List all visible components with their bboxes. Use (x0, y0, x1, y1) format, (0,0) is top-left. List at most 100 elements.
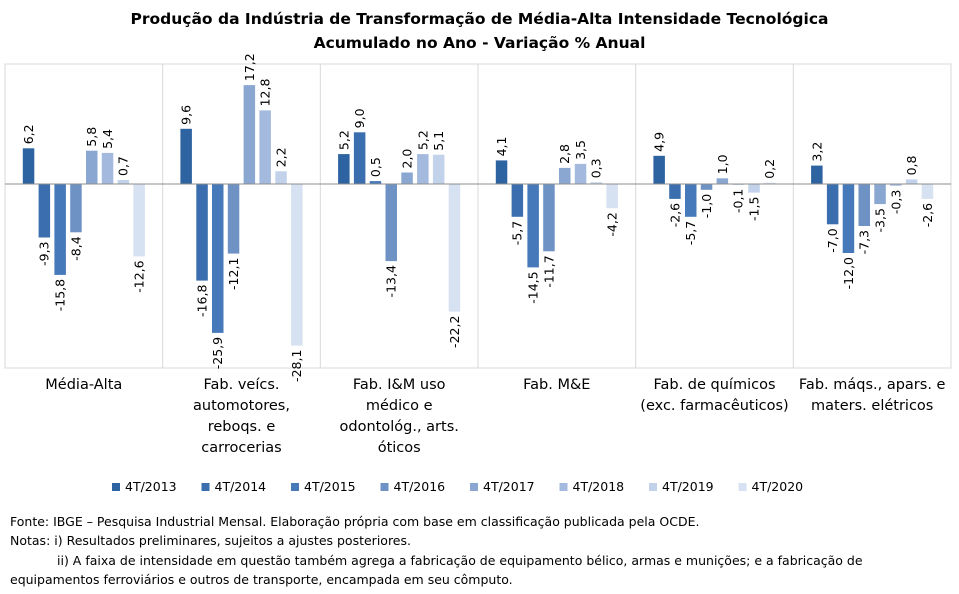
data-label: -28,1 (289, 350, 304, 382)
data-label: 5,8 (84, 127, 99, 147)
category-label: odontológ., arts. (340, 419, 459, 435)
data-label: -9,3 (37, 242, 52, 266)
bar (574, 163, 587, 184)
data-label: -5,7 (683, 221, 698, 245)
bar (22, 148, 35, 184)
bar (748, 184, 760, 193)
data-label: -25,9 (210, 337, 225, 369)
data-label: -0,1 (731, 189, 746, 213)
data-label: 5,2 (415, 130, 430, 150)
data-label: 3,5 (573, 140, 588, 160)
legend-label: 4T/2017 (483, 479, 535, 494)
legend-swatch (291, 483, 299, 491)
data-label: -11,7 (541, 255, 556, 287)
bar (685, 184, 697, 217)
category-label: médico e (366, 398, 433, 414)
note-2: ii) A faixa de intensidade em questão ta… (57, 553, 863, 568)
bar (890, 184, 902, 186)
bar (811, 165, 823, 184)
bar (716, 178, 729, 185)
bar (653, 155, 665, 184)
data-label: -12,6 (131, 260, 146, 292)
data-label: -3,5 (872, 208, 887, 232)
bar (417, 154, 429, 184)
bar (38, 184, 51, 238)
category-label: Fab. máqs., apars. e (799, 377, 946, 393)
data-label: 3,2 (809, 142, 824, 162)
source-note: Fonte: IBGE – Pesquisa Industrial Mensal… (10, 514, 700, 529)
bar (826, 184, 839, 225)
data-label: -13,4 (384, 265, 399, 297)
legend-label: 4T/2013 (125, 479, 177, 494)
note-3: equipamentos ferroviários e outros de tr… (10, 572, 513, 587)
category-label: maters. elétricos (811, 398, 933, 414)
data-label: -8,4 (68, 236, 83, 260)
bar (133, 184, 145, 257)
bar (86, 150, 98, 184)
data-label: 0,3 (589, 158, 604, 178)
category-label: óticos (378, 440, 421, 456)
data-label: 2,0 (399, 149, 414, 169)
bar (291, 184, 303, 346)
category-label: automotores, (193, 398, 290, 414)
data-label: 5,1 (431, 131, 446, 151)
data-label: 0,2 (762, 159, 777, 179)
bar (338, 154, 350, 184)
legend-label: 4T/2020 (752, 479, 804, 494)
data-label: 0,5 (368, 157, 383, 177)
category-label: Média-Alta (45, 377, 122, 393)
bar (227, 184, 240, 254)
data-label: 17,2 (242, 53, 257, 81)
bar (543, 184, 555, 252)
data-label: -16,8 (194, 285, 209, 317)
data-label: 4,1 (494, 137, 509, 157)
data-label: -22,2 (447, 316, 462, 348)
bar (275, 171, 287, 184)
category-label: (exc. farmacêuticos) (640, 398, 788, 414)
legend-label: 4T/2014 (215, 479, 267, 494)
bar (353, 132, 366, 185)
data-label: 5,2 (336, 130, 351, 150)
bar (54, 184, 66, 275)
category-label: Fab. M&E (523, 377, 590, 393)
bar (70, 184, 82, 233)
data-label: -7,3 (857, 230, 872, 254)
data-label: 2,2 (273, 147, 288, 167)
data-label: -15,8 (52, 279, 67, 311)
bar (243, 85, 256, 184)
bar (212, 184, 224, 333)
bar (385, 184, 397, 262)
category-label: Fab. veícs. (204, 377, 280, 393)
data-label: -5,7 (510, 221, 525, 245)
data-label: 9,0 (352, 108, 367, 128)
category-label: Fab. de químicos (653, 377, 775, 393)
data-label: -7,0 (825, 228, 840, 252)
bar (842, 184, 855, 253)
bar (606, 184, 618, 209)
legend-swatch (738, 483, 747, 491)
category-label: Fab. I&M uso (353, 377, 446, 393)
data-label: -0,3 (888, 190, 903, 214)
bar (700, 184, 713, 190)
bar (117, 180, 130, 184)
data-label: -12,1 (226, 258, 241, 290)
bar (590, 182, 603, 184)
bar (180, 128, 192, 184)
legend-swatch (470, 483, 478, 491)
data-label: -1,0 (699, 194, 714, 218)
data-label: 1,0 (715, 154, 730, 174)
bar (669, 184, 681, 199)
legend-swatch (559, 483, 568, 491)
legend-swatch (201, 483, 210, 491)
data-label: 0,8 (904, 155, 919, 175)
bar (401, 172, 413, 184)
data-label: 4,9 (652, 132, 667, 152)
bar (259, 110, 271, 184)
data-label: 6,2 (21, 124, 36, 144)
bar (101, 152, 114, 184)
chart-title: Produção da Indústria de Transformação d… (130, 10, 829, 28)
legend-label: 4T/2015 (304, 479, 356, 494)
bar (511, 184, 524, 217)
note-1: Notas: i) Resultados preliminares, sujei… (10, 533, 411, 548)
